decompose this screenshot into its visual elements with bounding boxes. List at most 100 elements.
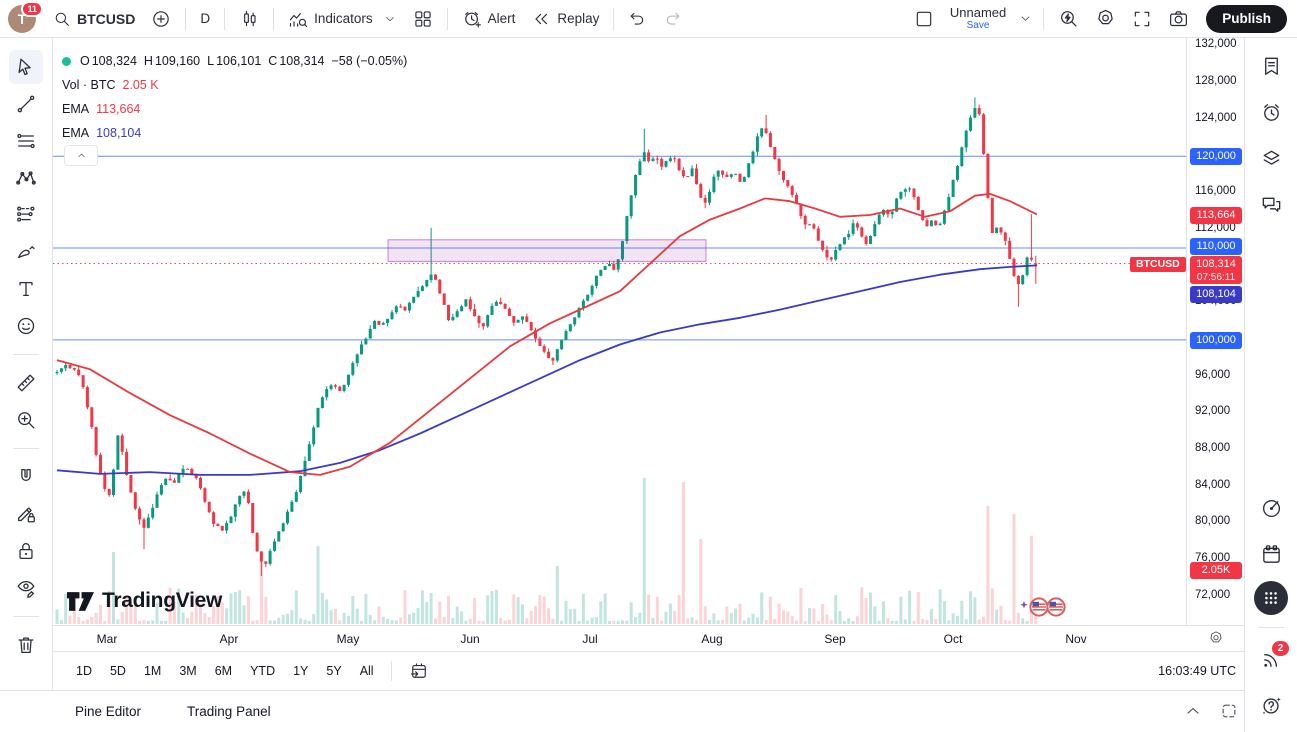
publish-button[interactable]: Publish xyxy=(1206,4,1287,33)
save-label[interactable]: Save xyxy=(966,19,990,31)
tool-brush[interactable] xyxy=(9,235,43,269)
tool-drawing-mode-lock[interactable] xyxy=(9,497,43,531)
divider xyxy=(1258,627,1284,628)
interval-button[interactable]: D xyxy=(193,4,217,34)
tab-trading-panel[interactable]: Trading Panel xyxy=(187,704,271,719)
indicators-icon xyxy=(288,9,308,29)
create-alert-button[interactable]: Alert xyxy=(455,4,523,34)
tool-remove-objects[interactable] xyxy=(9,628,43,662)
price-chart-canvas[interactable] xyxy=(53,38,1186,625)
sidebar-streams-button[interactable]: 2 xyxy=(1252,640,1290,678)
indicators-button[interactable]: Indicators xyxy=(281,4,404,34)
help-icon xyxy=(1260,694,1283,717)
layout-name: Unnamed xyxy=(949,4,1007,20)
price-label-chip: 108,314 07:56:11 xyxy=(1190,256,1242,284)
replay-label: Replay xyxy=(557,11,600,26)
tool-zoom-in[interactable] xyxy=(9,403,43,437)
legend-volume-row[interactable]: Vol · BTC 2.05 K xyxy=(62,73,407,97)
range-6m-button[interactable]: 6M xyxy=(206,659,241,683)
sidebar-apps-button[interactable] xyxy=(1254,581,1288,615)
range-5y-button[interactable]: 5Y xyxy=(317,659,350,683)
symbol-search-button[interactable]: BTCUSD xyxy=(46,4,142,34)
remove-objects-icon xyxy=(15,634,37,656)
price-scale[interactable]: 132,000128,000124,000116,000112,000104,0… xyxy=(1186,38,1245,625)
legend-ohlc-row[interactable]: O 108,324 H 109,160 L 106,101 C 108,314 −58 … xyxy=(62,49,407,73)
redo-button[interactable] xyxy=(656,4,689,34)
price-tick: 88,000 xyxy=(1195,442,1231,454)
tool-emoji[interactable] xyxy=(9,309,43,343)
sidebar-help-button[interactable] xyxy=(1252,686,1290,724)
camera-icon xyxy=(1168,8,1189,29)
sidebar-object-tree-button[interactable] xyxy=(1252,139,1290,177)
alert-label: Alert xyxy=(487,11,516,26)
go-to-date-icon xyxy=(409,661,429,681)
divider xyxy=(224,7,226,30)
sidebar-calendar-button[interactable] xyxy=(1252,535,1290,573)
save-layout-icon-button[interactable] xyxy=(907,4,941,34)
chevron-down-icon[interactable] xyxy=(383,12,397,26)
price-tick: 80,000 xyxy=(1195,515,1231,527)
tradingview-logo[interactable]: TradingView xyxy=(67,589,222,613)
bar-replay-button[interactable]: Replay xyxy=(524,4,606,34)
range-5d-button[interactable]: 5D xyxy=(101,659,135,683)
tool-fib-retracement[interactable] xyxy=(9,124,43,158)
alert-clock-icon xyxy=(462,9,482,29)
quick-search-button[interactable] xyxy=(1051,4,1086,34)
month-label: Mar xyxy=(96,632,118,646)
legend-ema-row-2[interactable]: EMA 108,104 xyxy=(62,121,407,145)
layout-name-button[interactable]: Unnamed Save xyxy=(943,4,1013,34)
tool-lock-all-drawings[interactable] xyxy=(9,534,43,568)
user-avatar[interactable]: T 11 xyxy=(8,0,43,33)
fullscreen-button[interactable] xyxy=(1125,4,1159,34)
symbol-price-flag: BTCUSD xyxy=(1130,257,1186,272)
tool-hide-drawings[interactable] xyxy=(9,571,43,605)
economic-event-flags[interactable] xyxy=(1019,596,1077,625)
chart-settings-button[interactable] xyxy=(1088,4,1123,34)
tool-text-tool[interactable] xyxy=(9,272,43,306)
compare-add-symbol-button[interactable] xyxy=(144,4,178,34)
change-value: −58 (−0.05%) xyxy=(331,54,408,68)
range-1m-button[interactable]: 1M xyxy=(135,659,170,683)
range-ytd-button[interactable]: YTD xyxy=(241,659,284,683)
tool-cursor[interactable] xyxy=(9,50,43,84)
sidebar-hotlists-button[interactable] xyxy=(1252,489,1290,527)
tradingview-logo-icon xyxy=(67,590,94,613)
time-scale[interactable]: Mar Apr May Jun Jul Aug Sep Oct Nov xyxy=(53,625,1244,652)
bottom-panel: Pine Editor Trading Panel xyxy=(0,690,1244,732)
series-marker-icon xyxy=(62,56,71,66)
range-1d-button[interactable]: 1D xyxy=(67,659,101,683)
hotlists-icon xyxy=(1260,497,1283,520)
range-3m-button[interactable]: 3M xyxy=(170,659,205,683)
price-tick: 76,000 xyxy=(1195,552,1231,564)
sidebar-chat-button[interactable] xyxy=(1252,185,1290,223)
chevron-up-icon xyxy=(76,150,87,161)
panel-expand-button[interactable] xyxy=(1183,701,1203,721)
top-toolbar: T 11 BTCUSD D Indicators Alert xyxy=(0,0,1297,38)
legend-ema-row-1[interactable]: EMA 113,664 xyxy=(62,97,407,121)
range-1y-button[interactable]: 1Y xyxy=(284,659,317,683)
divider xyxy=(13,448,39,449)
tool-forecast[interactable] xyxy=(9,198,43,232)
cursor-icon xyxy=(15,56,37,78)
legend-collapse-button[interactable] xyxy=(64,145,98,166)
go-to-date-button[interactable] xyxy=(400,659,438,683)
scales-settings-button[interactable] xyxy=(1208,630,1224,646)
sidebar-alerts-button[interactable] xyxy=(1252,93,1290,131)
calendar-icon xyxy=(1260,543,1283,566)
undo-button[interactable] xyxy=(621,4,654,34)
snapshot-button[interactable] xyxy=(1161,4,1196,34)
tool-ruler[interactable] xyxy=(9,366,43,400)
tool-trend-line[interactable] xyxy=(9,87,43,121)
indicator-templates-button[interactable] xyxy=(406,4,440,34)
sidebar-watchlist-button[interactable] xyxy=(1252,47,1290,85)
chevron-down-icon xyxy=(1018,11,1033,26)
tool-xabcd-pattern[interactable] xyxy=(9,161,43,195)
panel-maximize-button[interactable] xyxy=(1219,701,1239,721)
tool-magnet[interactable] xyxy=(9,460,43,494)
chart-style-button[interactable] xyxy=(232,4,266,34)
clock[interactable]: 16:03:49 UTC xyxy=(1158,664,1236,678)
layout-menu-chevron[interactable] xyxy=(1015,4,1036,34)
tab-pine-editor[interactable]: Pine Editor xyxy=(75,704,142,719)
range-all-button[interactable]: All xyxy=(351,659,383,683)
chart-pane[interactable]: O 108,324 H 109,160 L 106,101 C 108,314 −58 … xyxy=(53,38,1186,625)
